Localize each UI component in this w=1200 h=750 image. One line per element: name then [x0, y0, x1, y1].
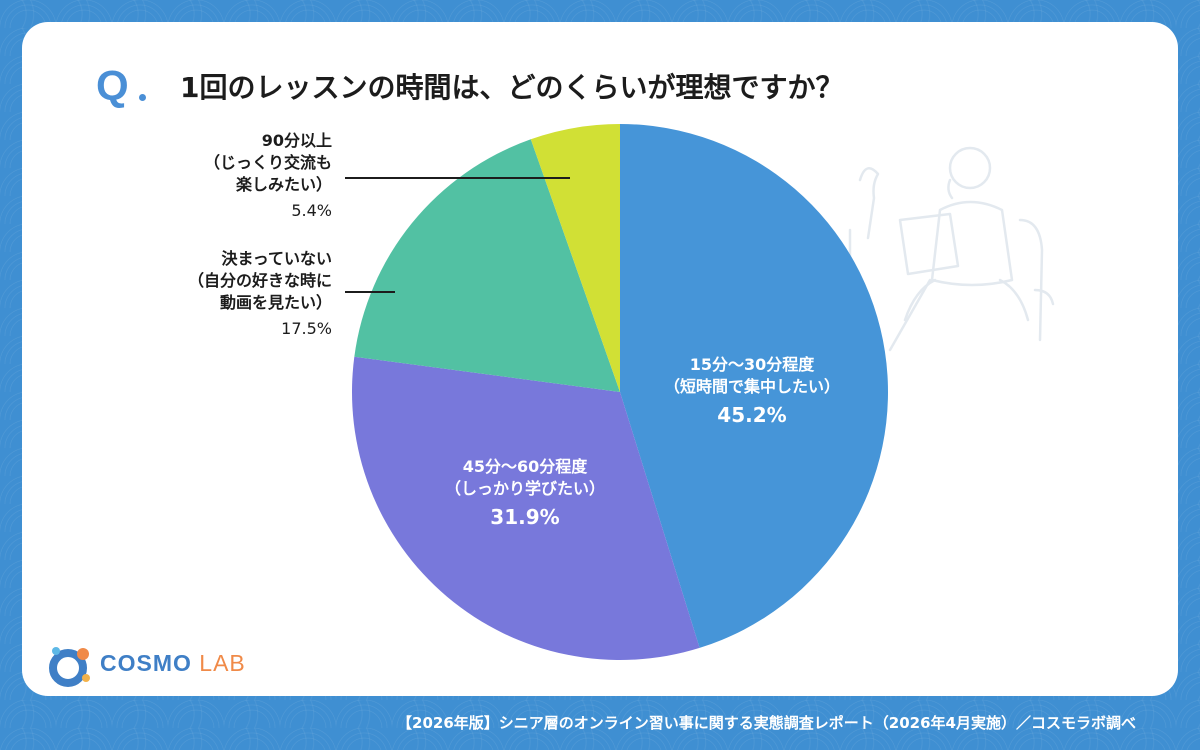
logo-word-cosmo: COSMO: [100, 650, 192, 676]
slice-4-label-line-2: （じっくり交流も: [204, 153, 332, 172]
pie-slice-2: [351, 356, 700, 660]
slice-3-label-line-3: 動画を見たい）: [220, 293, 332, 312]
slice-1-value: 45.2%: [717, 403, 786, 427]
slice-2-label-line-2: （しっかり学びたい）: [445, 479, 605, 498]
slice-3-value: 17.5%: [281, 319, 332, 338]
pie-slice-4: [530, 124, 620, 392]
slice-2-label-line-1: 45分～60分程度: [463, 457, 589, 476]
slice-4-label-line-1: 90分以上: [262, 131, 332, 150]
question-q-mark: Q: [96, 62, 129, 109]
cosmo-lab-logo-icon: [49, 647, 90, 687]
slice-3-label-line-1: 決まっていない: [221, 249, 332, 268]
logo-wordmark: COSMO LAB: [100, 650, 246, 677]
question-title: 1回のレッスンの時間は、どのくらいが理想ですか？: [180, 71, 844, 104]
senior-tablet-illustration: [848, 146, 1055, 352]
slice-2-value: 31.9%: [490, 505, 559, 529]
slice-3-label-line-2: （自分の好きな時に: [188, 271, 332, 290]
slice-4-value: 5.4%: [291, 201, 332, 220]
source-note: 【2026年版】シニア層のオンライン習い事に関する実態調査レポート（2026年4…: [397, 714, 1136, 732]
question-q-dot: [139, 94, 146, 101]
pie-slice-3: [354, 139, 620, 392]
pie-slice-1: [620, 124, 888, 648]
slice-1-label-line-1: 15分～30分程度: [690, 355, 816, 374]
slice-4-label-line-3: 楽しみたい）: [235, 175, 332, 194]
slice-1-label-line-2: （短時間で集中したい）: [664, 377, 840, 396]
logo-word-lab: LAB: [199, 650, 246, 676]
